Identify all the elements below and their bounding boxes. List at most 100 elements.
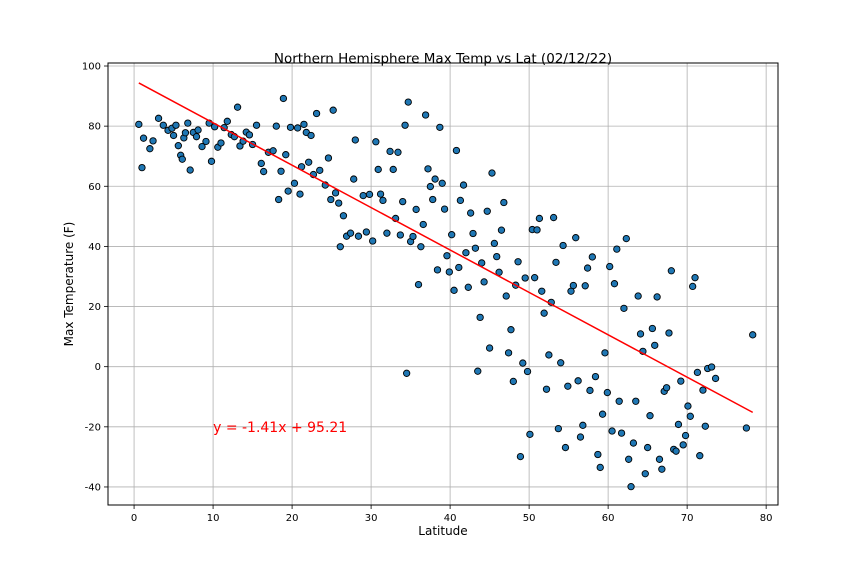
data-point bbox=[207, 157, 216, 165]
data-point bbox=[252, 121, 261, 129]
data-point bbox=[648, 324, 657, 333]
data-point bbox=[601, 349, 609, 357]
y-tick-label: 0 bbox=[95, 362, 101, 373]
data-point bbox=[483, 207, 491, 215]
data-point bbox=[711, 374, 720, 383]
data-point bbox=[277, 167, 285, 175]
data-point bbox=[346, 229, 355, 237]
data-point bbox=[172, 121, 180, 129]
data-point bbox=[394, 148, 402, 156]
data-point bbox=[440, 205, 449, 213]
data-point bbox=[450, 286, 458, 294]
data-point bbox=[202, 137, 210, 146]
data-point bbox=[269, 147, 277, 155]
data-point bbox=[354, 232, 363, 240]
data-point bbox=[662, 384, 671, 392]
data-point bbox=[259, 167, 268, 176]
y-tick-label: 20 bbox=[88, 302, 101, 313]
data-point bbox=[493, 252, 501, 261]
data-point bbox=[625, 455, 633, 463]
data-point bbox=[456, 196, 465, 205]
data-point bbox=[594, 450, 602, 459]
chart-title: Northern Hemisphere Max Temp vs Lat (02/… bbox=[274, 51, 612, 67]
data-point bbox=[576, 433, 585, 441]
data-point bbox=[574, 377, 582, 385]
data-point bbox=[293, 124, 302, 132]
data-point bbox=[362, 228, 371, 236]
data-point bbox=[421, 111, 430, 119]
data-point bbox=[426, 182, 435, 191]
data-point bbox=[429, 195, 437, 204]
plot-area bbox=[107, 62, 779, 506]
data-point bbox=[749, 331, 757, 339]
data-point bbox=[559, 241, 567, 250]
data-point bbox=[596, 463, 604, 472]
data-point bbox=[627, 483, 635, 491]
data-point bbox=[146, 145, 154, 153]
data-point bbox=[383, 229, 391, 237]
data-point bbox=[552, 258, 560, 267]
x-tick-label: 20 bbox=[286, 513, 299, 524]
data-point bbox=[376, 190, 385, 198]
data-point bbox=[452, 146, 461, 155]
data-point bbox=[689, 282, 697, 291]
data-point bbox=[433, 266, 442, 274]
data-point bbox=[467, 209, 475, 217]
regression-equation: y = -1.41x + 95.21 bbox=[213, 420, 347, 436]
data-point bbox=[667, 267, 675, 275]
data-point bbox=[316, 166, 324, 174]
data-point bbox=[533, 226, 541, 234]
data-point bbox=[679, 441, 687, 449]
data-point bbox=[327, 195, 335, 204]
data-point bbox=[331, 189, 340, 197]
data-point bbox=[521, 274, 529, 282]
data-point bbox=[677, 377, 685, 385]
data-point bbox=[401, 121, 409, 129]
data-point bbox=[569, 281, 578, 290]
data-point bbox=[617, 429, 626, 437]
data-point bbox=[324, 154, 333, 162]
data-point bbox=[336, 243, 344, 251]
data-point bbox=[572, 234, 580, 242]
y-tick-label: 40 bbox=[88, 242, 101, 253]
data-point bbox=[135, 120, 143, 128]
data-point bbox=[412, 205, 420, 214]
data-point bbox=[305, 158, 313, 166]
data-point bbox=[531, 274, 539, 282]
data-point bbox=[245, 131, 254, 139]
data-point bbox=[443, 252, 451, 260]
data-point bbox=[396, 231, 404, 239]
data-point bbox=[564, 382, 572, 390]
data-point bbox=[514, 258, 522, 266]
data-point bbox=[742, 424, 751, 432]
data-point bbox=[490, 239, 499, 248]
data-point bbox=[646, 412, 654, 420]
data-point bbox=[445, 268, 453, 276]
data-points bbox=[135, 94, 757, 491]
data-point bbox=[613, 245, 621, 253]
data-point bbox=[620, 304, 628, 313]
data-point bbox=[181, 129, 190, 137]
data-point bbox=[598, 410, 607, 418]
data-point bbox=[504, 349, 513, 357]
data-point bbox=[591, 372, 600, 381]
data-point bbox=[138, 163, 146, 172]
data-point bbox=[535, 214, 544, 223]
x-tick-label: 10 bbox=[207, 513, 220, 524]
data-point bbox=[693, 368, 702, 377]
x-tick-label: 60 bbox=[602, 513, 615, 524]
x-axis-label: Latitude bbox=[418, 524, 467, 538]
data-point bbox=[372, 138, 380, 146]
data-point bbox=[526, 430, 534, 438]
data-point bbox=[149, 137, 157, 145]
data-point bbox=[603, 388, 611, 397]
grid-lines bbox=[108, 63, 778, 505]
data-point bbox=[474, 367, 482, 375]
x-tick-label: 80 bbox=[760, 513, 773, 524]
data-point bbox=[684, 402, 692, 410]
data-point bbox=[583, 264, 592, 272]
y-tick-label: 100 bbox=[82, 62, 101, 73]
data-point bbox=[223, 117, 231, 125]
data-point bbox=[174, 142, 182, 150]
data-point bbox=[502, 292, 510, 300]
